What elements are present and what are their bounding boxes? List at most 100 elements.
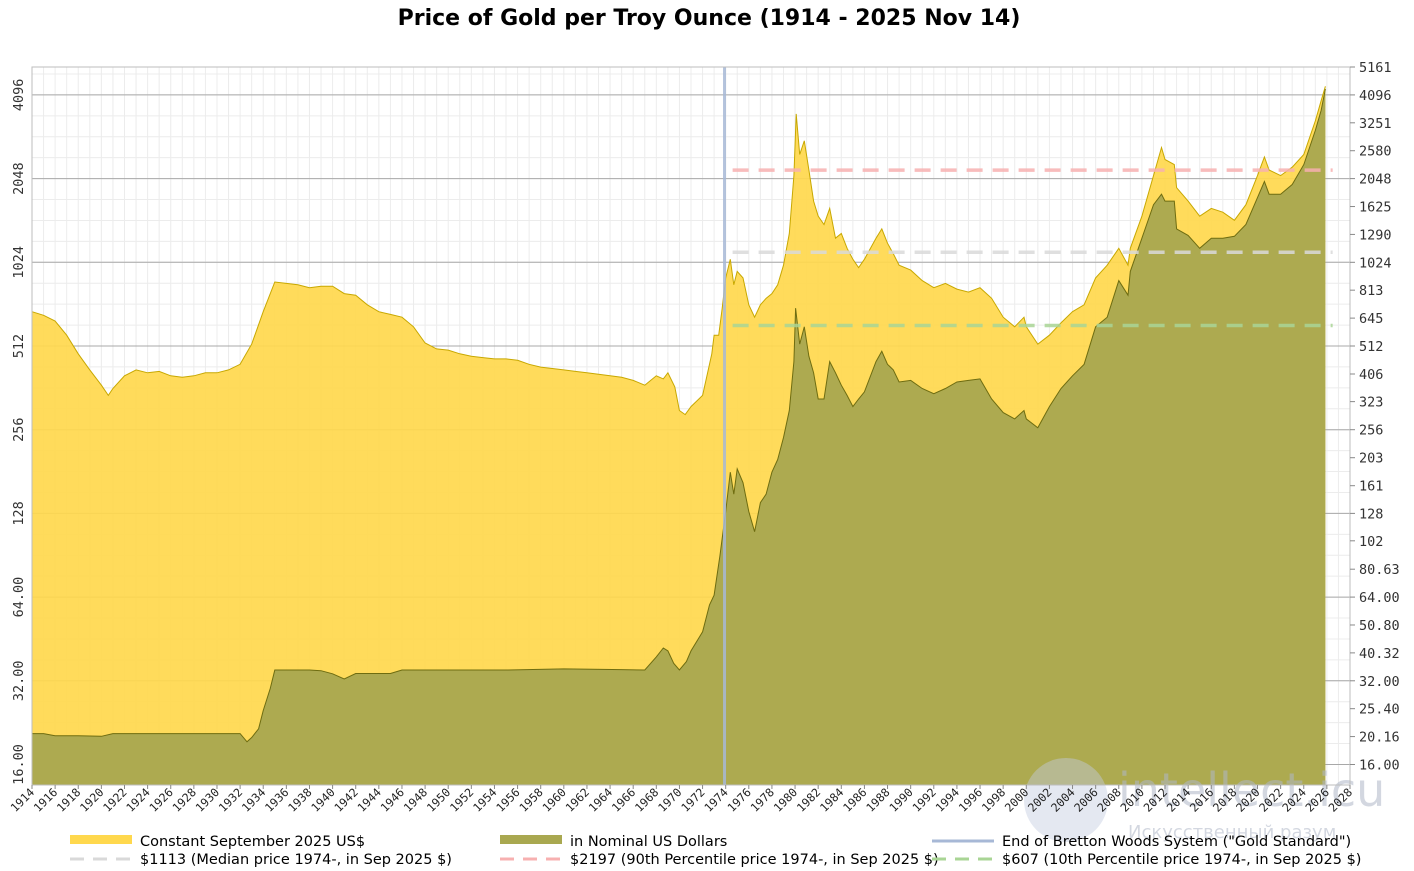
x-tick-label: 1998 [979, 785, 1009, 815]
left-tick-label: 64.00 [11, 577, 27, 618]
right-tick-label: 20.16 [1359, 730, 1400, 746]
x-tick-label: 1972 [678, 785, 707, 814]
right-tick-label: 406 [1359, 367, 1383, 383]
x-tick-label: 1924 [123, 785, 153, 815]
legend-label: End of Bretton Woods System ("Gold Stand… [1002, 834, 1351, 850]
left-axis: 16.00 32.00 64.00 128 256 512 1024 2048 4096 [11, 79, 27, 785]
right-tick-label: 512 [1359, 339, 1383, 355]
right-tick-label: 2048 [1359, 172, 1392, 188]
watermark-brand: intellect.icu [1118, 763, 1385, 817]
right-tick-label: 203 [1359, 451, 1383, 467]
series-line-0 [31, 86, 1326, 416]
right-tick-label: 32.00 [1359, 674, 1400, 690]
right-tick-label: 16.00 [1359, 757, 1400, 773]
x-tick-label: 1926 [146, 785, 176, 815]
right-tick-label: 161 [1359, 479, 1383, 495]
x-tick-label: 1956 [493, 785, 523, 815]
reference-lines [732, 168, 1333, 328]
legend-label: $607 (10th Percentile price 1974-, in Se… [1002, 852, 1361, 868]
x-tick-label: 1918 [54, 785, 84, 815]
x-tick-label: 1986 [840, 785, 870, 815]
right-tick-label: 40.32 [1359, 646, 1400, 662]
x-tick-label: 1982 [794, 785, 823, 814]
x-tick-label: 1992 [909, 785, 938, 814]
x-tick-label: 1952 [447, 785, 476, 814]
x-tick-label: 1942 [331, 785, 360, 814]
legend: Constant September 2025 US$ in Nominal US… [70, 834, 1361, 868]
legend-label: $2197 (90th Percentile price 1974-, in S… [570, 852, 939, 868]
right-tick-label: 25.40 [1359, 702, 1400, 718]
x-tick-label: 1940 [308, 785, 338, 815]
legend-label: Constant September 2025 US$ [140, 834, 365, 850]
x-tick-label: 1922 [100, 785, 129, 814]
right-tick-label: 5161 [1359, 60, 1392, 76]
right-tick-label: 813 [1359, 283, 1383, 299]
left-tick-label: 256 [11, 418, 27, 442]
right-tick-label: 645 [1359, 311, 1383, 327]
right-tick-label: 3251 [1359, 116, 1392, 132]
x-tick-label: 1996 [956, 785, 986, 815]
x-tick-label: 1962 [563, 785, 592, 814]
plot-frame [31, 66, 1351, 786]
x-tick-label: 1960 [539, 785, 569, 815]
x-tick-label: 1980 [771, 785, 801, 815]
x-tick-label: 1970 [655, 785, 685, 815]
x-tick-label: 1948 [401, 785, 431, 815]
chart-title: Price of Gold per Troy Ounce (1914 - 202… [398, 6, 1021, 31]
right-tick-label: 256 [1359, 423, 1383, 439]
right-tick-label: 128 [1359, 506, 1383, 522]
right-tick-label: 50.80 [1359, 618, 1400, 634]
right-tick-label: 80.63 [1359, 562, 1400, 578]
series-line-1 [32, 88, 1326, 743]
right-tick-label: 102 [1359, 534, 1383, 550]
right-tick-label: 1290 [1359, 227, 1392, 243]
x-tick-label: 1988 [863, 785, 893, 815]
legend-swatch [70, 835, 132, 844]
x-tick-label: 1930 [193, 785, 223, 815]
x-tick-label: 1984 [817, 785, 847, 815]
right-tick-label: 323 [1359, 395, 1383, 411]
left-tick-label: 1024 [11, 246, 27, 279]
x-tick-label: 1966 [609, 785, 639, 815]
x-tick-label: 1974 [701, 785, 731, 815]
right-tick-label: 1024 [1359, 255, 1392, 271]
left-tick-label: 4096 [11, 79, 27, 112]
series-area-1 [32, 89, 1326, 785]
legend-label: in Nominal US Dollars [570, 834, 727, 850]
left-tick-label: 16.00 [11, 744, 27, 785]
watermark-tagline: Искусственный разум [1128, 822, 1336, 843]
left-tick-label: 2048 [11, 162, 27, 195]
x-tick-label: 1936 [262, 785, 292, 815]
x-tick-label: 1950 [424, 785, 454, 815]
watermark: intellect.icu Искусственный разум [1024, 758, 1385, 843]
x-tick-label: 1946 [378, 785, 408, 815]
x-tick-label: 1964 [586, 785, 616, 815]
x-tick-label: 1968 [632, 785, 662, 815]
x-tick-label: 1978 [748, 785, 778, 815]
right-axis: 16.00 20.16 25.40 32.00 40.32 50.80 64.00 80.63… [1350, 60, 1400, 773]
x-tick-label: 1944 [354, 785, 384, 815]
legend-label: $1113 (Median price 1974-, in Sep 2025 $… [140, 852, 452, 868]
x-tick-label: 1928 [169, 785, 199, 815]
x-tick-label: 1938 [285, 785, 315, 815]
right-tick-label: 64.00 [1359, 590, 1400, 606]
left-tick-label: 512 [11, 334, 27, 358]
left-tick-label: 128 [11, 501, 27, 525]
x-tick-label: 1920 [77, 785, 107, 815]
series-layer [31, 86, 1326, 786]
x-tick-label: 1976 [724, 785, 754, 815]
x-tick-label: 1916 [31, 785, 61, 815]
x-tick-label: 1934 [239, 785, 269, 815]
left-tick-label: 32.00 [11, 660, 27, 701]
x-tick-label: 1994 [933, 785, 963, 815]
right-tick-label: 4096 [1359, 88, 1392, 104]
x-tick-label: 1932 [216, 785, 245, 814]
x-tick-label: 1914 [8, 785, 38, 815]
right-tick-label: 1625 [1359, 200, 1392, 216]
x-tick-label: 1990 [886, 785, 916, 815]
right-tick-label: 2580 [1359, 144, 1392, 160]
x-tick-label: 1954 [470, 785, 500, 815]
watermark-logo-icon [1024, 758, 1108, 842]
x-tick-label: 1958 [516, 785, 546, 815]
